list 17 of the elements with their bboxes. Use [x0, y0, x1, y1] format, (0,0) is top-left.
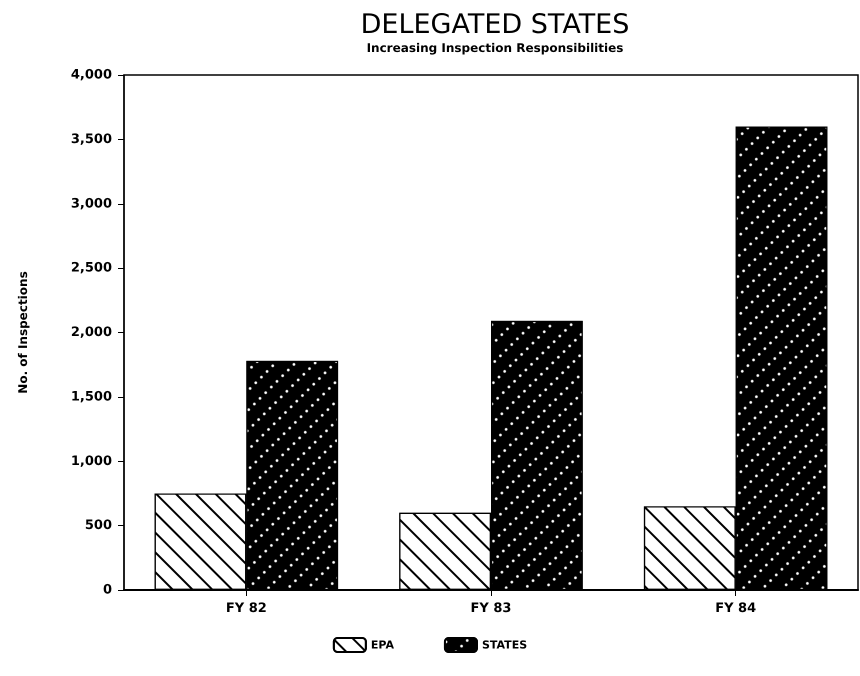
chart-subtitle: Increasing Inspection Responsibilities: [366, 41, 624, 55]
x-tick-label: FY 82: [226, 601, 267, 616]
y-tick-label: 3,500: [70, 132, 112, 147]
chart-title: DELEGATED STATES: [360, 9, 630, 40]
y-tick-label: 2,000: [70, 325, 112, 340]
y-tick-label: 0: [102, 582, 112, 598]
y-axis-title: No. of Inspections: [16, 271, 30, 394]
y-tick-label: 4,000: [70, 68, 112, 82]
legend-label: EPA: [370, 638, 394, 652]
y-tick-label: 500: [84, 518, 112, 534]
y-tick-label: 1,500: [70, 389, 112, 404]
x-tick-label: FY 84: [715, 601, 756, 616]
legend-label: STATES: [482, 638, 528, 652]
y-tick-label: 2,500: [70, 260, 112, 276]
y-tick-label: 3,000: [70, 196, 112, 212]
y-tick-label: 1,000: [70, 454, 112, 469]
x-tick-label: FY 83: [470, 601, 512, 616]
